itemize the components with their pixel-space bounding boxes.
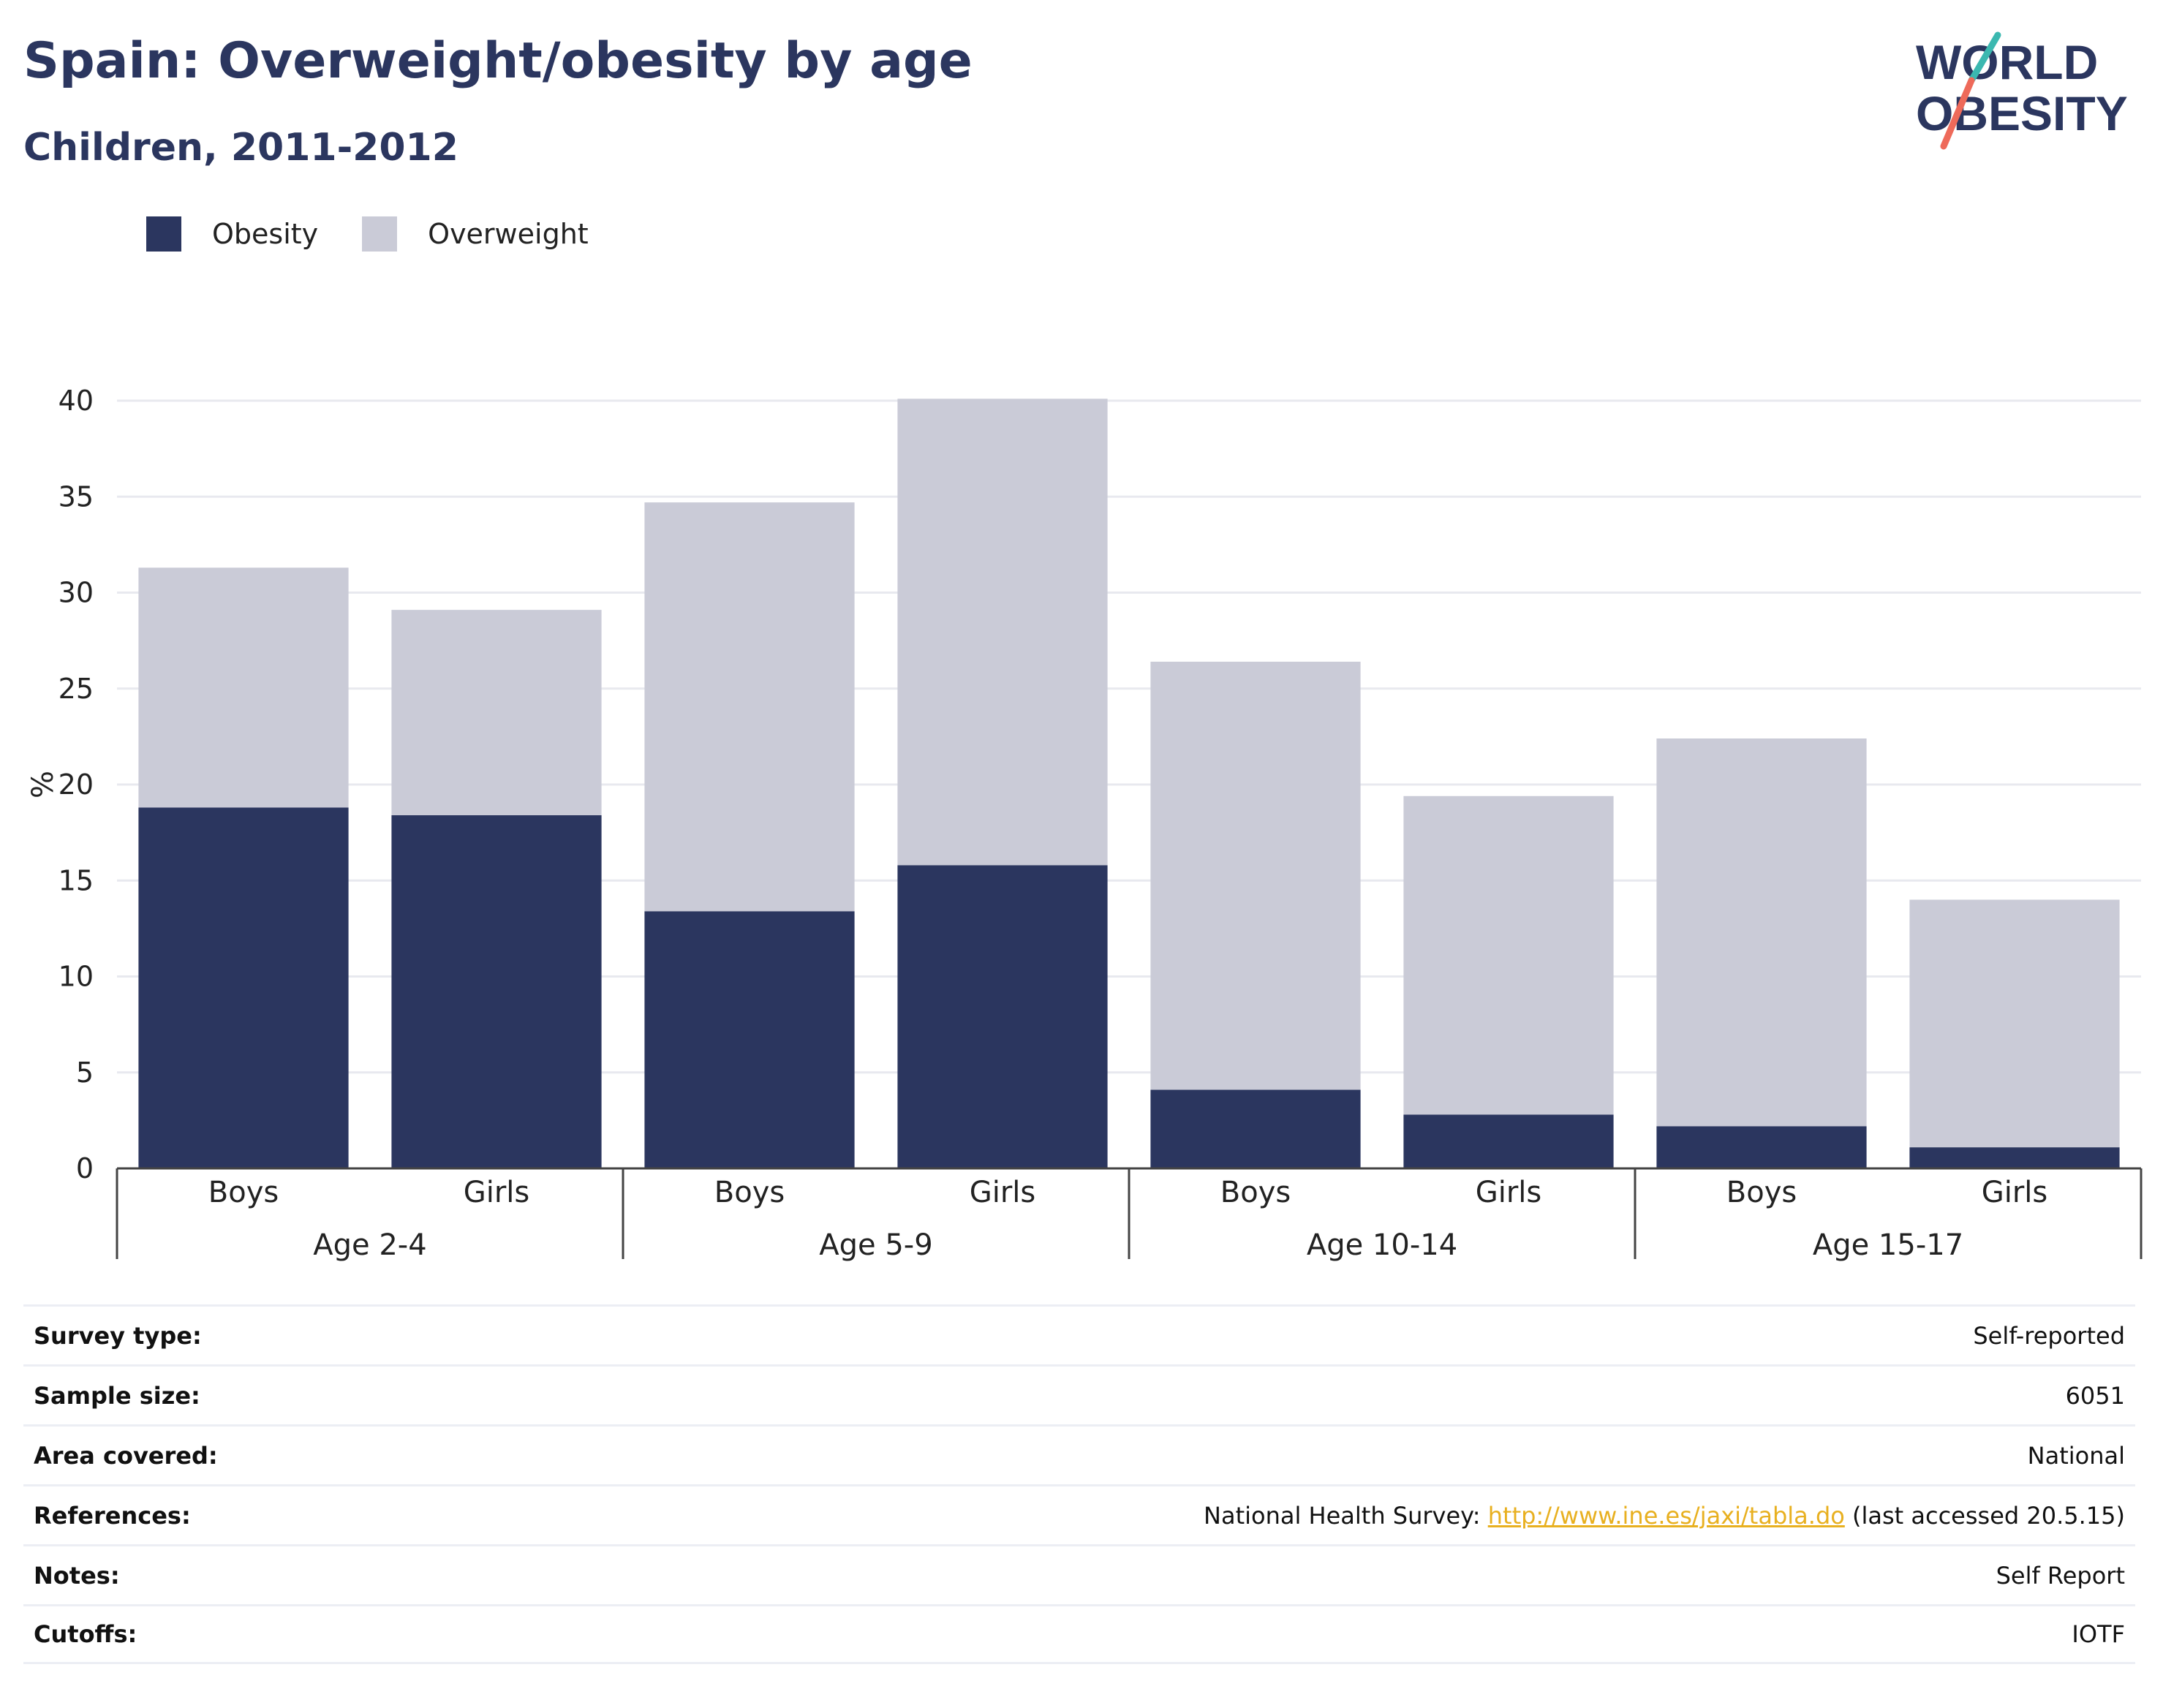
legend-item-overweight[interactable]: Overweight (362, 216, 589, 252)
y-tick-label: 15 (58, 864, 94, 896)
bar-overweight (1150, 662, 1361, 1090)
bar-overweight (391, 610, 602, 815)
bar-overweight (1909, 899, 2120, 1148)
x-group-label: Age 10-14 (1307, 1228, 1457, 1262)
x-tick-label: Boys (714, 1176, 785, 1209)
x-group-label: Age 2-4 (313, 1228, 426, 1262)
reference-link[interactable]: http://www.ine.es/jaxi/tabla.do (1487, 1501, 1845, 1530)
info-value-references: National Health Survey: http://www.ine.e… (1204, 1502, 2135, 1530)
info-value: 6051 (2065, 1381, 2125, 1410)
info-label: Notes: (34, 1561, 120, 1590)
info-value: Self-reported (1973, 1321, 2125, 1350)
x-tick-label: Girls (1982, 1176, 2048, 1209)
bar-obesity (1909, 1147, 2120, 1168)
x-tick-label: Girls (970, 1176, 1036, 1209)
y-tick-label: 5 (76, 1057, 94, 1089)
x-tick-label: Girls (1476, 1176, 1542, 1209)
bar-obesity (1150, 1089, 1361, 1168)
info-value: National (2027, 1441, 2125, 1470)
bar-obesity (1656, 1126, 1867, 1168)
x-group-label: Age 5-9 (819, 1228, 932, 1262)
legend-item-obesity[interactable]: Obesity (146, 216, 318, 252)
survey-info-table: Survey type: Self-reported Sample size: … (23, 1304, 2135, 1664)
info-label: References: (34, 1501, 191, 1530)
info-value: Self Report (1996, 1561, 2125, 1590)
info-row-survey-type: Survey type: Self-reported (23, 1304, 2135, 1364)
y-tick-label: 20 (58, 768, 94, 801)
bar-obesity (897, 865, 1108, 1168)
info-label: Sample size: (34, 1381, 200, 1410)
bar-overweight (1656, 738, 1867, 1127)
y-axis-label: % (26, 771, 60, 798)
legend-label-obesity: Obesity (212, 218, 319, 250)
reference-prefix: National Health Survey: (1204, 1501, 1488, 1530)
world-obesity-logo: WORLD OBESITY (1916, 31, 2128, 150)
x-tick-label: Girls (464, 1176, 530, 1209)
x-group-label: Age 15-17 (1813, 1228, 1963, 1262)
bar-overweight (644, 502, 855, 912)
y-tick-label: 30 (58, 577, 94, 609)
y-tick-label: 10 (58, 961, 94, 993)
y-tick-label: 40 (58, 385, 94, 417)
bar-obesity (138, 807, 349, 1168)
x-tick-label: Boys (1726, 1176, 1797, 1209)
bar-overweight (1403, 796, 1614, 1115)
info-label: Cutoffs: (34, 1620, 137, 1648)
legend-swatch-overweight (362, 216, 398, 252)
reference-suffix: (last accessed 20.5.15) (1844, 1501, 2125, 1530)
info-row-notes: Notes: Self Report (23, 1544, 2135, 1604)
x-tick-label: Boys (208, 1176, 279, 1209)
info-label: Area covered: (34, 1441, 218, 1470)
info-label: Survey type: (34, 1321, 202, 1350)
bar-overweight (138, 567, 349, 808)
bar-obesity (1403, 1114, 1614, 1168)
y-tick-label: 25 (58, 673, 94, 705)
y-tick-label: 35 (58, 480, 94, 513)
bar-chart: 0 5 10 15 20 25 30 35 40% Boys Girls Age 2-4 Boys Gir… (26, 385, 2143, 1262)
bar-overweight (897, 398, 1108, 866)
legend-label-overweight: Overweight (428, 218, 589, 250)
svg-text:WORLD: WORLD (1916, 35, 2098, 89)
y-tick-label: 0 (76, 1152, 94, 1184)
legend: Obesity Overweight (146, 216, 633, 252)
info-row-sample-size: Sample size: 6051 (23, 1364, 2135, 1424)
info-row-references: References: National Health Survey: http… (23, 1484, 2135, 1544)
legend-swatch-obesity (146, 216, 181, 252)
info-value: IOTF (2072, 1620, 2125, 1648)
chart-subtitle: Children, 2011-2012 (23, 126, 458, 170)
bar-obesity (644, 911, 855, 1168)
bar-obesity (391, 815, 602, 1168)
info-row-area-covered: Area covered: National (23, 1424, 2135, 1484)
x-tick-label: Boys (1220, 1176, 1291, 1209)
chart-title: Spain: Overweight/obesity by age (23, 32, 973, 90)
info-row-cutoffs: Cutoffs: IOTF (23, 1604, 2135, 1664)
